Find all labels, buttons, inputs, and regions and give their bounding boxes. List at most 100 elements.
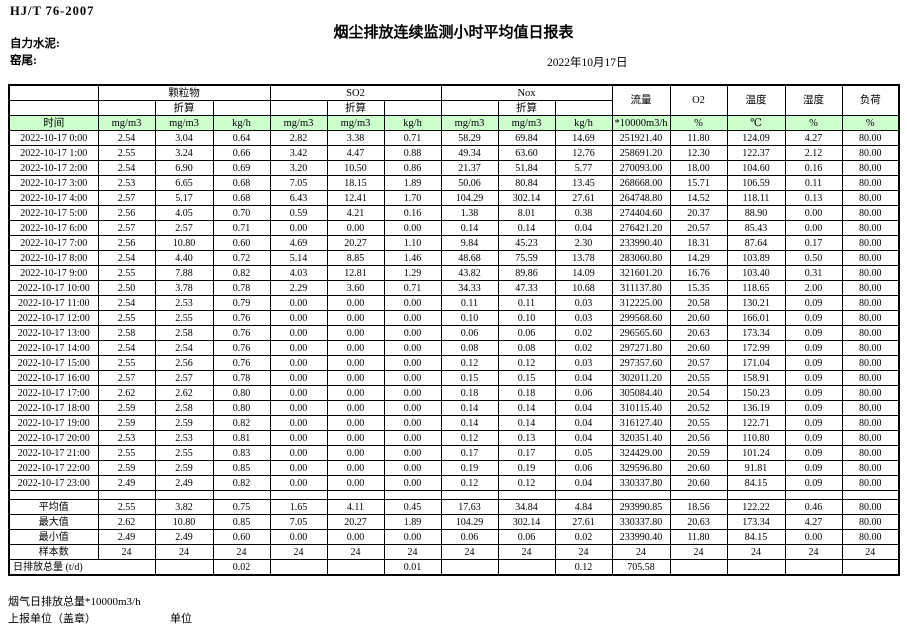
- value-cell: 0.13: [784, 190, 843, 206]
- table-row: 2022-10-17 23:00 2.49 2.49 0.82 0.00 0.00 0.00…: [8, 475, 900, 491]
- value-cell: 0.09: [784, 370, 843, 386]
- value-cell: 80.00: [841, 265, 900, 281]
- value-cell: 296565.60: [611, 325, 671, 341]
- table-row: 2022-10-17 4:00 2.57 5.17 0.68 6.43 12.41 1.70…: [8, 190, 900, 206]
- report-table-container: 颗粒物 SO2 Nox 流量 O2 温度 湿度 负荷 折算 折算 折算 时间 mg/m3 mg/m3 kg/…: [8, 84, 900, 576]
- summary-label-cell: 最小值: [8, 529, 99, 545]
- value-cell: 2.59: [97, 460, 156, 476]
- value-cell: 0.64: [212, 130, 271, 146]
- summary-value-cell: 2.62: [97, 514, 156, 530]
- value-cell: 0.04: [554, 220, 613, 236]
- value-cell: 3.38: [326, 130, 385, 146]
- value-cell: 172.99: [726, 340, 786, 356]
- value-cell: 0.02: [554, 340, 613, 356]
- footer-report-unit-label: 上报单位（盖章）: [8, 613, 96, 625]
- summary-value-cell: 0.02: [554, 529, 613, 545]
- value-cell: 0.14: [497, 415, 556, 431]
- value-cell: 5.14: [269, 250, 328, 266]
- value-cell: 2.57: [97, 220, 156, 236]
- header-unit-cell: kg/h: [212, 115, 271, 131]
- value-cell: 0.68: [212, 190, 271, 206]
- value-cell: 106.59: [726, 175, 786, 191]
- value-cell: 48.68: [440, 250, 499, 266]
- summary-value-cell: 2.49: [154, 529, 214, 545]
- value-cell: 2.29: [269, 280, 328, 296]
- value-cell: 2.54: [97, 250, 156, 266]
- summary-value-cell: 173.34: [726, 514, 786, 530]
- value-cell: 4.21: [326, 205, 385, 221]
- value-cell: 20.57: [669, 220, 728, 236]
- value-cell: 3.78: [154, 280, 214, 296]
- value-cell: 80.00: [841, 190, 900, 206]
- daily-total-value-cell: [269, 559, 328, 576]
- value-cell: 0.00: [383, 325, 442, 341]
- summary-value-cell: 24: [554, 544, 613, 560]
- value-cell: 118.65: [726, 280, 786, 296]
- value-cell: 0.71: [383, 280, 442, 296]
- value-cell: 2.49: [154, 475, 214, 491]
- value-cell: 80.00: [841, 175, 900, 191]
- footer-unit-label: 单位: [170, 613, 192, 625]
- value-cell: 63.60: [497, 145, 556, 161]
- value-cell: 0.16: [383, 205, 442, 221]
- value-cell: 14.29: [669, 250, 728, 266]
- value-cell: 15.35: [669, 280, 728, 296]
- header-column-cell: 温度: [726, 84, 786, 116]
- header-unit-cell: mg/m3: [269, 115, 328, 131]
- value-cell: 299568.60: [611, 310, 671, 326]
- value-cell: 80.00: [841, 145, 900, 161]
- value-cell: 302011.20: [611, 370, 671, 386]
- value-cell: 330337.80: [611, 475, 671, 491]
- value-cell: 80.00: [841, 430, 900, 446]
- value-cell: 0.09: [784, 415, 843, 431]
- summary-value-cell: 2.49: [97, 529, 156, 545]
- value-cell: 80.00: [841, 340, 900, 356]
- value-cell: 12.41: [326, 190, 385, 206]
- value-cell: 103.40: [726, 265, 786, 281]
- summary-value-cell: 0.06: [440, 529, 499, 545]
- value-cell: 268668.00: [611, 175, 671, 191]
- value-cell: 3.42: [269, 145, 328, 161]
- summary-value-cell: 27.61: [554, 514, 613, 530]
- table-row: 2022-10-17 8:00 2.54 4.40 0.72 5.14 8.85 1.46 4…: [8, 250, 900, 266]
- value-cell: 75.59: [497, 250, 556, 266]
- header-converted-cell: 折算: [326, 100, 385, 116]
- summary-label-cell: 样本数: [8, 544, 99, 560]
- value-cell: 2.53: [97, 175, 156, 191]
- value-cell: 0.19: [440, 460, 499, 476]
- time-cell: 2022-10-17 1:00: [8, 145, 99, 161]
- value-cell: 58.29: [440, 130, 499, 146]
- value-cell: 283060.80: [611, 250, 671, 266]
- daily-total-label-cell: 日排放总量 (t/d): [8, 559, 156, 576]
- daily-total-value-cell: [669, 559, 728, 576]
- value-cell: 122.71: [726, 415, 786, 431]
- value-cell: 0.00: [326, 415, 385, 431]
- summary-value-cell: 11.80: [669, 529, 728, 545]
- value-cell: 12.30: [669, 145, 728, 161]
- value-cell: 0.06: [554, 385, 613, 401]
- value-cell: 3.04: [154, 130, 214, 146]
- summary-value-cell: 24: [497, 544, 556, 560]
- summary-value-cell: 24: [784, 544, 843, 560]
- separator-cell: [97, 490, 156, 500]
- value-cell: 0.06: [497, 325, 556, 341]
- value-cell: 43.82: [440, 265, 499, 281]
- value-cell: 0.71: [383, 130, 442, 146]
- value-cell: 0.00: [784, 205, 843, 221]
- value-cell: 2.53: [154, 295, 214, 311]
- value-cell: 0.50: [784, 250, 843, 266]
- value-cell: 8.85: [326, 250, 385, 266]
- summary-value-cell: 122.22: [726, 499, 786, 515]
- value-cell: 14.69: [554, 130, 613, 146]
- table-row: 2022-10-17 19:00 2.59 2.59 0.82 0.00 0.00 0.00…: [8, 415, 900, 431]
- table-row: 2022-10-17 9:00 2.55 7.88 0.82 4.03 12.81 1.29…: [8, 265, 900, 281]
- value-cell: 0.79: [212, 295, 271, 311]
- value-cell: 4.40: [154, 250, 214, 266]
- value-cell: 18.00: [669, 160, 728, 176]
- header-blank-cell: [8, 84, 99, 101]
- value-cell: 2.62: [97, 385, 156, 401]
- value-cell: 0.09: [784, 445, 843, 461]
- value-cell: 166.01: [726, 310, 786, 326]
- daily-total-value-cell: 0.01: [383, 559, 442, 576]
- time-cell: 2022-10-17 23:00: [8, 475, 99, 491]
